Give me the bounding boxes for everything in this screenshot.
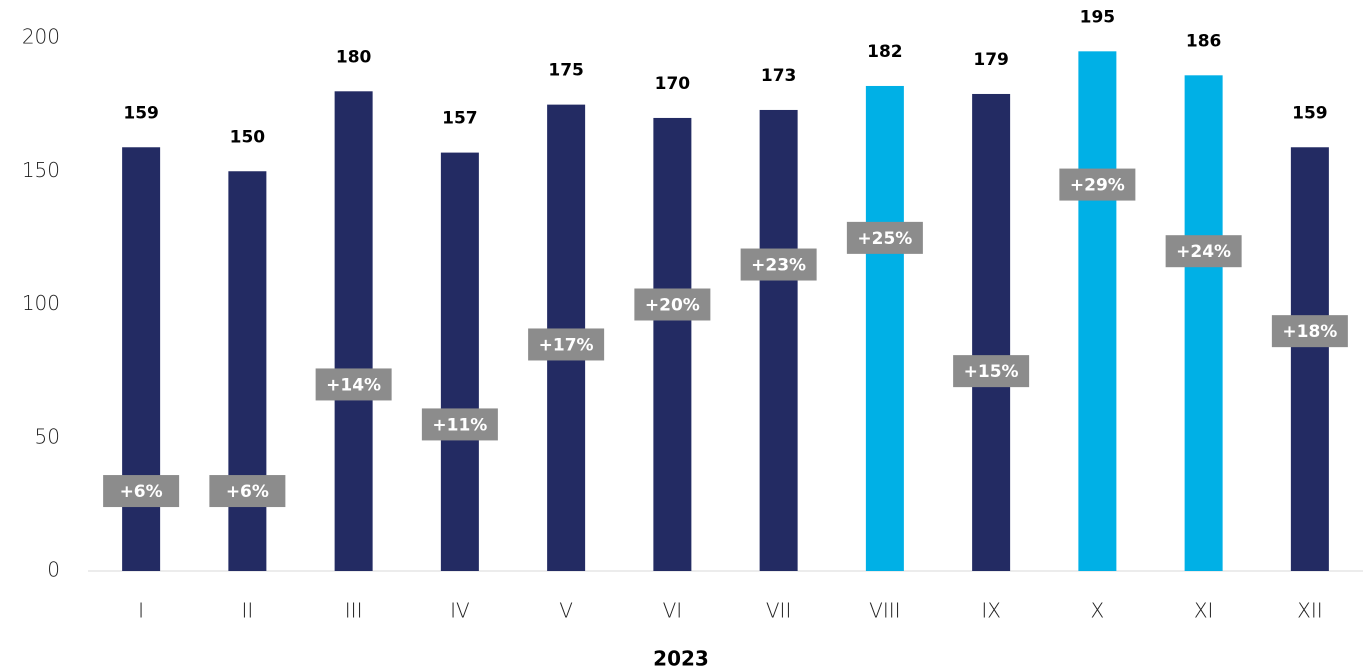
x-tick-label: I	[138, 599, 144, 623]
x-tick-label: V	[559, 599, 573, 623]
data-label: 180	[336, 47, 372, 67]
data-label: 159	[123, 103, 159, 123]
data-label: 182	[867, 42, 903, 62]
x-axis-label: 2023	[653, 647, 709, 670]
y-tick-label: 150	[22, 158, 60, 182]
growth-label: +6%	[226, 482, 269, 502]
growth-box	[315, 368, 392, 401]
x-tick-label: III	[345, 599, 363, 623]
bar	[759, 109, 798, 571]
data-label: 173	[761, 66, 797, 86]
y-tick-label: 0	[47, 558, 60, 582]
growth-label: +17%	[539, 335, 594, 355]
growth-label: +6%	[120, 482, 163, 502]
growth-box	[740, 248, 817, 281]
growth-box	[103, 475, 180, 508]
growth-label: +15%	[964, 362, 1019, 382]
growth-box	[1165, 235, 1242, 268]
x-tick-label: II	[241, 599, 253, 623]
x-tick-label: XI	[1194, 599, 1214, 623]
bar	[865, 85, 904, 571]
y-tick-label: 200	[22, 25, 60, 49]
x-tick-label: VI	[663, 599, 683, 623]
growth-label: +25%	[857, 229, 912, 249]
bar	[972, 93, 1011, 571]
bar	[334, 91, 373, 572]
data-label: 170	[655, 74, 691, 94]
growth-label: +18%	[1282, 322, 1337, 342]
growth-box	[1059, 168, 1136, 201]
data-label: 175	[548, 61, 584, 81]
bar	[1184, 75, 1223, 571]
growth-box	[421, 408, 498, 441]
bar	[122, 147, 161, 571]
growth-label: +14%	[326, 375, 381, 395]
growth-box	[846, 221, 923, 254]
growth-box	[528, 328, 605, 361]
growth-label: +24%	[1176, 242, 1231, 262]
growth-label: +11%	[432, 415, 487, 435]
x-tick-label: IV	[450, 599, 470, 623]
bar	[653, 117, 692, 571]
bar	[1290, 147, 1329, 571]
x-tick-label: VIII	[869, 599, 900, 623]
x-tick-label: XII	[1297, 599, 1323, 623]
data-label: 157	[442, 109, 478, 129]
data-label: 159	[1292, 103, 1328, 123]
bar	[228, 171, 267, 571]
data-label: 195	[1080, 7, 1116, 27]
x-tick-label: VII	[766, 599, 791, 623]
growth-box	[634, 288, 711, 321]
growth-box	[953, 355, 1030, 388]
growth-box	[1271, 315, 1348, 348]
data-label: 150	[230, 127, 266, 147]
y-tick-label: 100	[22, 291, 60, 315]
data-label: 179	[973, 50, 1009, 70]
growth-label: +23%	[751, 256, 806, 276]
x-tick-label: IX	[981, 599, 1001, 623]
bar	[440, 152, 479, 571]
x-tick-label: X	[1091, 599, 1105, 623]
y-tick-label: 50	[35, 424, 60, 448]
growth-label: +29%	[1070, 176, 1125, 196]
data-label: 186	[1186, 31, 1222, 51]
bar	[1078, 51, 1117, 571]
growth-label: +20%	[645, 296, 700, 316]
growth-box	[209, 475, 286, 508]
